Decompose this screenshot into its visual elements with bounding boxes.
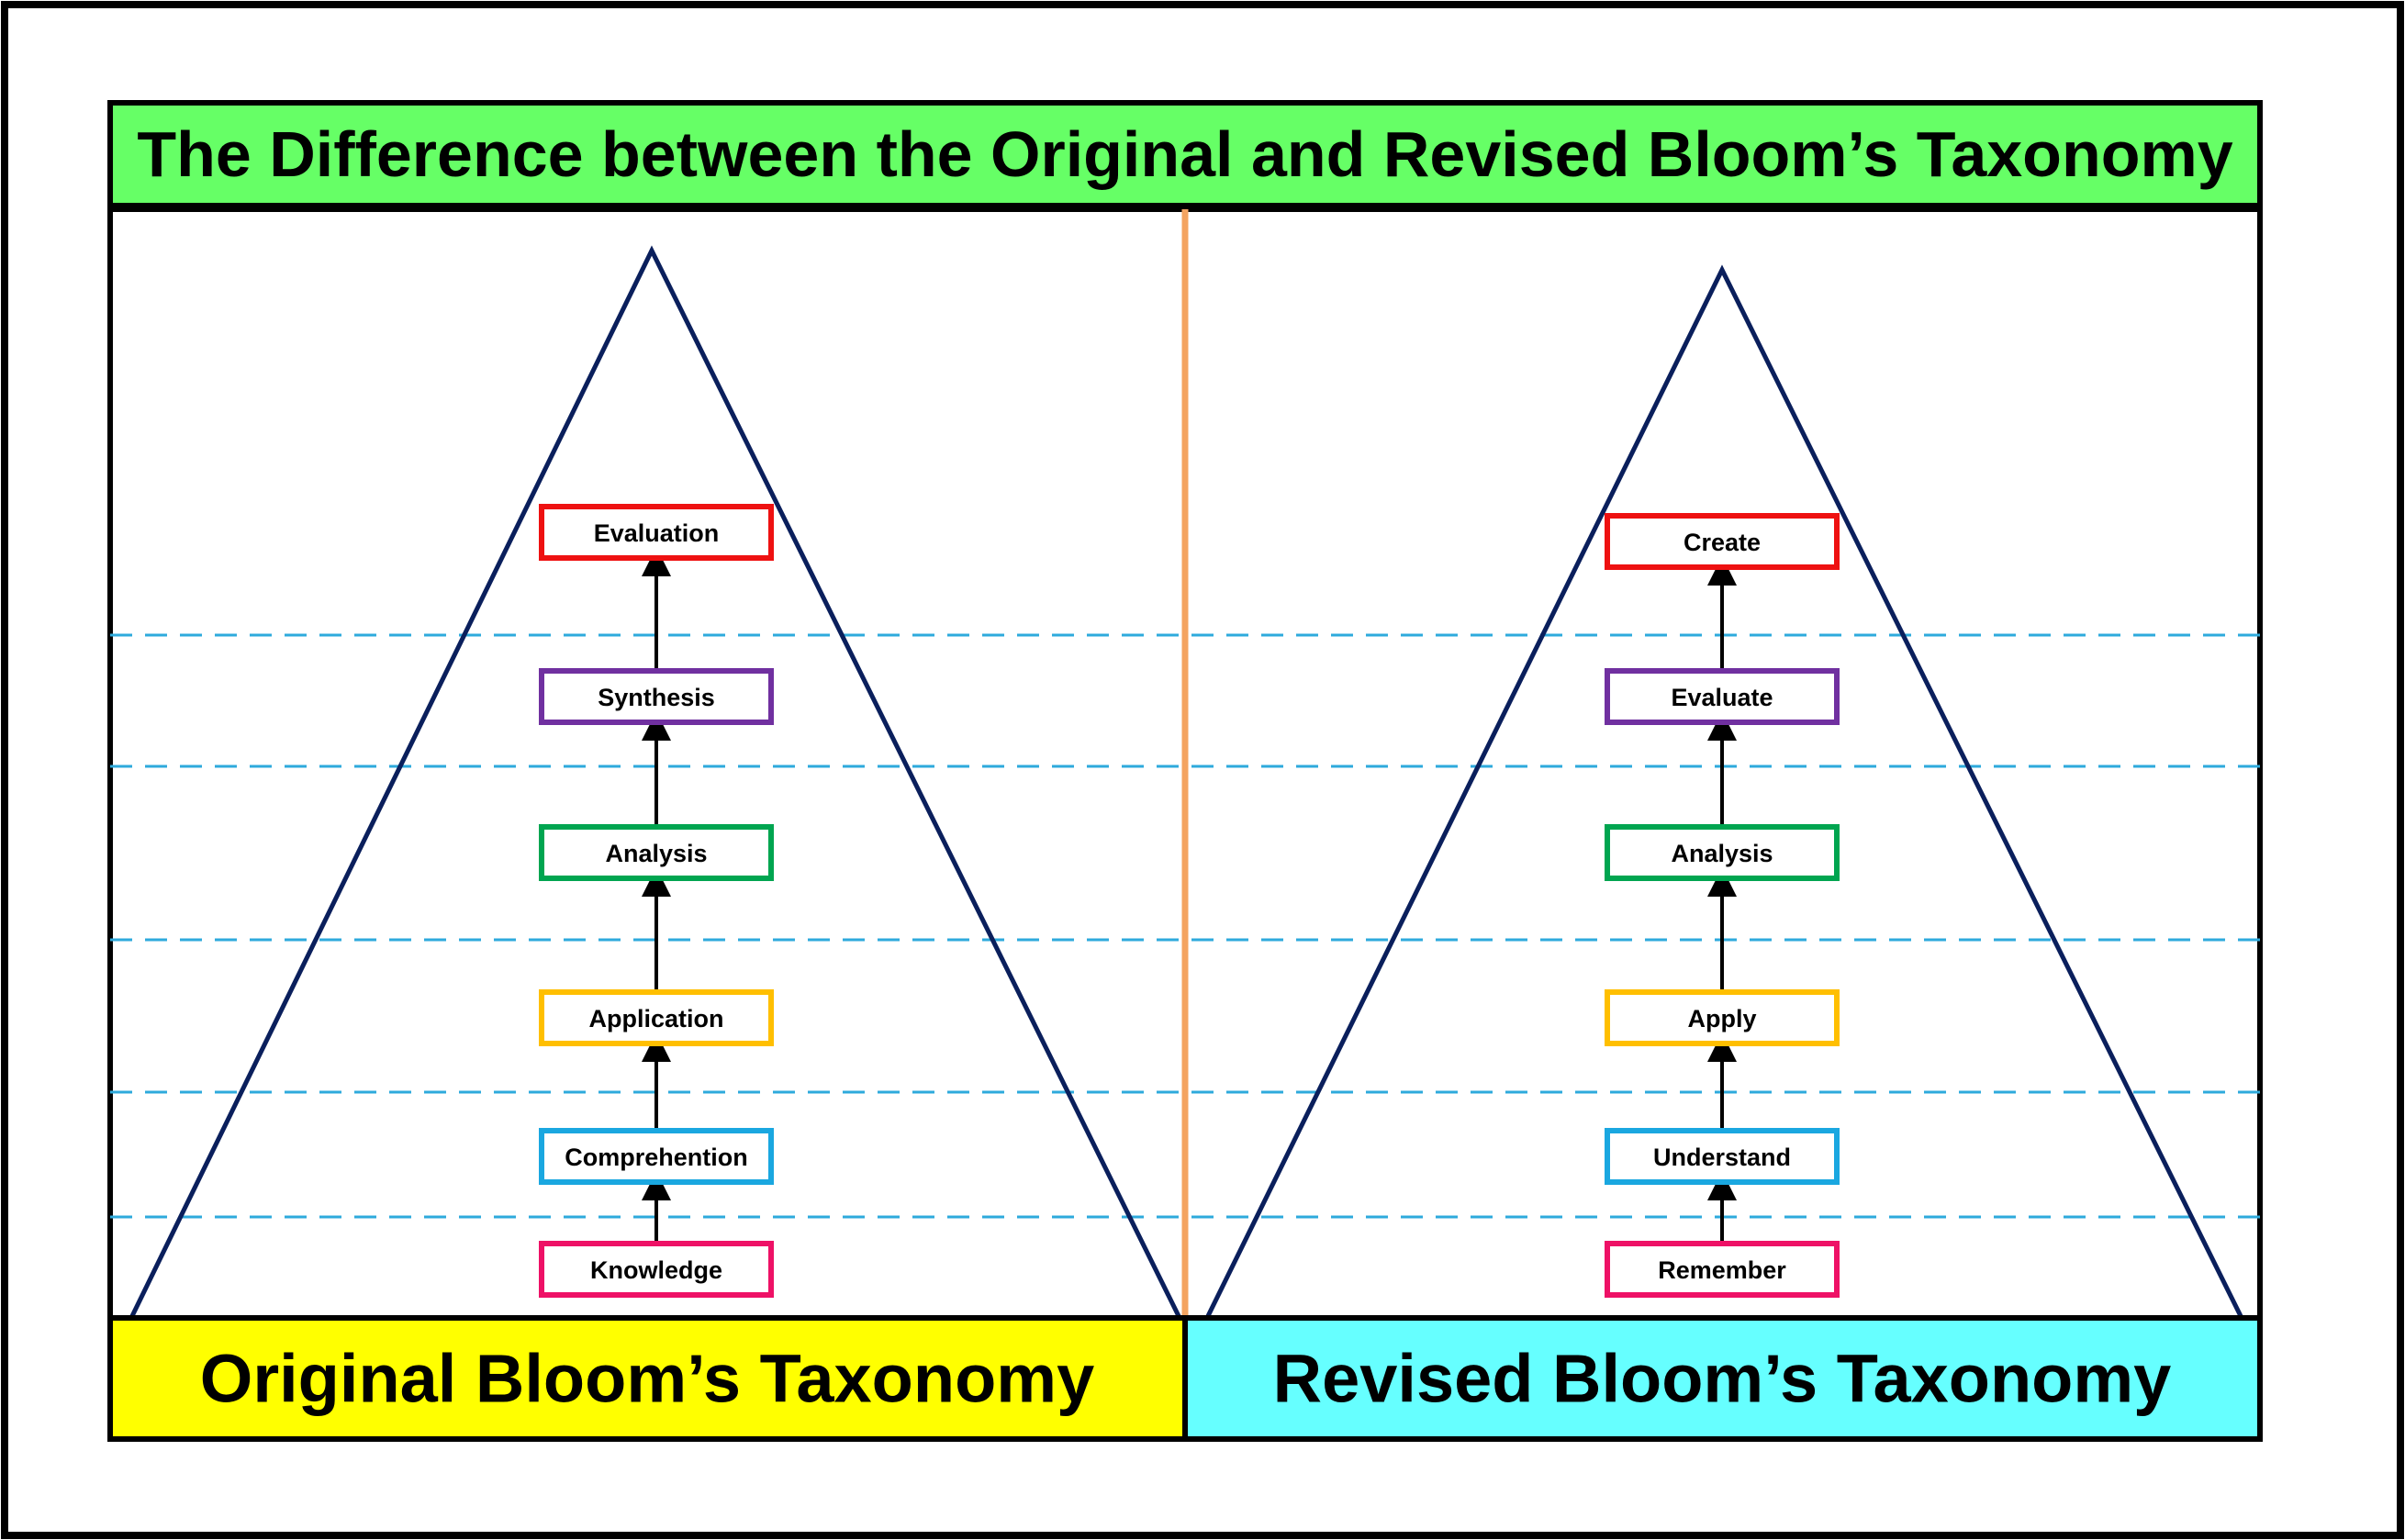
original-levels: Knowledge Comprehention Application Analysi…	[539, 504, 774, 1298]
revised-level-label-4: Analysis	[1671, 840, 1773, 867]
revised-level-box-3	[1605, 989, 1840, 1046]
revised-levels: Remember Understand Apply Analysis Evaluate C…	[1605, 513, 1840, 1298]
revised-level-label-1: Remember	[1658, 1256, 1786, 1284]
original-level-box-5	[539, 668, 774, 725]
original-level-box-3	[539, 989, 774, 1046]
revised-footer-label: Revised Bloom’s Taxonomy	[1273, 1341, 2172, 1417]
original-level-label-2: Comprehention	[565, 1144, 748, 1171]
original-level-label-3: Application	[589, 1005, 724, 1032]
revised-level-box-1	[1605, 1241, 1840, 1298]
revised-level-box-6	[1605, 513, 1840, 570]
original-footer-label: Original Bloom’s Taxonomy	[200, 1341, 1094, 1417]
revised-level-label-3: Apply	[1687, 1005, 1756, 1032]
title-bar	[107, 100, 2263, 208]
original-level-label-6: Evaluation	[594, 519, 720, 547]
original-level-box-6	[539, 504, 774, 561]
diagram-title: The Difference between the Original and …	[137, 118, 2232, 190]
original-level-label-1: Knowledge	[590, 1256, 722, 1284]
revised-level-label-6: Create	[1684, 529, 1761, 556]
revised-level-box-5	[1605, 668, 1840, 725]
revised-level-box-4	[1605, 824, 1840, 881]
original-level-box-2	[539, 1128, 774, 1185]
revised-level-box-2	[1605, 1128, 1840, 1185]
original-level-label-5: Synthesis	[598, 684, 715, 711]
original-level-box-1	[539, 1241, 774, 1298]
revised-footer-bar	[1182, 1315, 2263, 1442]
original-level-box-4	[539, 824, 774, 881]
revised-level-label-5: Evaluate	[1671, 684, 1773, 711]
revised-level-label-2: Understand	[1653, 1144, 1791, 1171]
original-level-label-4: Analysis	[605, 840, 707, 867]
original-footer-bar	[107, 1315, 1188, 1442]
